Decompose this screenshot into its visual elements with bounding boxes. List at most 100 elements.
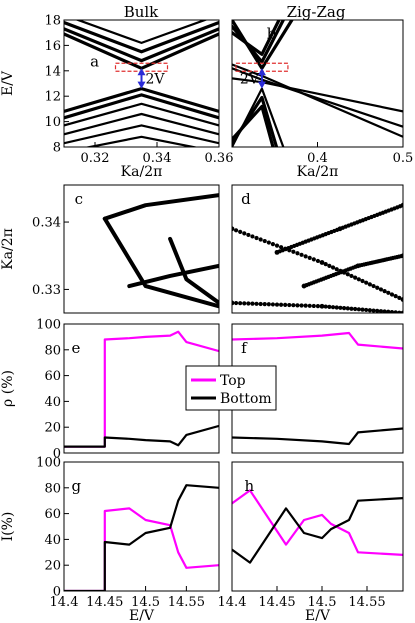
point-d-1-1-12 bbox=[278, 302, 284, 307]
data-point-d-3-0 bbox=[301, 283, 307, 289]
panel-e: 0 20 40 60 80 100 e ρ (%) bbox=[0, 318, 220, 462]
y-axis-label-e: ρ (%) bbox=[0, 370, 16, 407]
point-d-1-2-8 bbox=[349, 306, 354, 311]
series-line-f-1 bbox=[232, 427, 403, 446]
panel-a: 2V 0.32 0.34 0.36 8 10 12 14 16 18 a Ka/2π E/V bbox=[0, 14, 233, 181]
series-line-a-9 bbox=[84, 135, 199, 147]
point-d-1-1-10 bbox=[270, 302, 276, 307]
x-axis-label-h: E/V bbox=[305, 608, 331, 623]
panel-d: d bbox=[231, 184, 404, 314]
y-tick-label-g-4: 80 bbox=[44, 481, 61, 496]
y-tick-label-e-0: 0 bbox=[53, 447, 61, 462]
panel-label-c: c bbox=[75, 190, 83, 208]
x-tick-label-h-0: 14.4 bbox=[218, 595, 247, 610]
y-tick-label-g-5: 100 bbox=[36, 456, 61, 471]
point-d-0-2-17 bbox=[382, 289, 387, 294]
point-d-0-1-7 bbox=[258, 237, 263, 242]
x-axis-label-b: Ka/2π bbox=[297, 164, 339, 180]
point-d-0-2-8 bbox=[349, 273, 354, 279]
data-point-d-2-1 bbox=[337, 226, 343, 232]
point-d-1-1-2 bbox=[238, 301, 243, 306]
point-d-0-1-10 bbox=[270, 242, 276, 247]
data-point-d-0-1 bbox=[319, 260, 325, 265]
series-line-f-0 bbox=[232, 331, 403, 350]
point-d-0-2-10 bbox=[356, 277, 361, 282]
point-d-1-1-16 bbox=[295, 303, 300, 308]
point-d-0-1-16 bbox=[295, 251, 300, 256]
series-line-e-0 bbox=[64, 330, 219, 448]
panel-c: 0.33 0.34 c Ka/2π bbox=[0, 184, 220, 314]
point-d-1-2-17 bbox=[382, 309, 387, 313]
series-line-a-7 bbox=[64, 112, 219, 136]
series-line-b-2 bbox=[232, 20, 281, 56]
legend-label-0: Top bbox=[220, 373, 246, 389]
x-tick-label-h-2: 14.5 bbox=[308, 595, 337, 610]
y-axis-label-c: Ka/2π bbox=[0, 228, 16, 270]
panel-label-b: b bbox=[267, 25, 277, 43]
point-d-1-2-5 bbox=[338, 305, 343, 310]
point-d-1-1-14 bbox=[287, 302, 292, 308]
point-d-1-1-21 bbox=[315, 304, 321, 309]
point-d-1-2-18 bbox=[386, 309, 391, 313]
series-line-a-5 bbox=[64, 93, 219, 120]
series-line-c-0 bbox=[102, 193, 219, 221]
point-d-0-2-4 bbox=[334, 267, 339, 272]
data-point-d-0-2 bbox=[400, 297, 403, 302]
point-d-1-1-6 bbox=[254, 301, 259, 306]
x-tick-label-b-1: 0.5 bbox=[393, 151, 414, 166]
point-d-1-1-18 bbox=[303, 303, 308, 308]
point-d-1-1-11 bbox=[274, 302, 280, 307]
series-line-a-2 bbox=[64, 20, 219, 54]
point-d-1-1-9 bbox=[266, 302, 271, 307]
panel-frame-h bbox=[231, 461, 404, 592]
series-line-h-1 bbox=[232, 497, 403, 564]
point-d-0-1-18 bbox=[303, 254, 308, 259]
series-group bbox=[102, 193, 219, 309]
point-d-0-2-9 bbox=[353, 275, 358, 280]
x-axis-label-g: E/V bbox=[129, 608, 155, 623]
gap-label-b: 2V bbox=[240, 71, 260, 87]
point-d-0-1-3 bbox=[242, 231, 247, 236]
legend-box bbox=[185, 365, 277, 411]
series-group bbox=[64, 330, 219, 448]
point-d-1-1-1 bbox=[233, 300, 239, 306]
x-tick-label-g-1: 14.45 bbox=[86, 595, 123, 610]
point-d-0-1-5 bbox=[250, 234, 255, 239]
gap-label-a: 2V bbox=[146, 71, 166, 87]
data-point-d-2-0 bbox=[274, 249, 280, 255]
panel-frame-a bbox=[63, 19, 220, 148]
x-tick-label-a-2: 0.36 bbox=[205, 151, 234, 166]
series-line-a-8 bbox=[64, 124, 219, 145]
point-d-1-2-13 bbox=[367, 308, 372, 313]
panel-label-a: a bbox=[90, 53, 99, 71]
point-d-0-2-16 bbox=[378, 287, 384, 292]
series-line-g-0 bbox=[64, 507, 219, 591]
legend-label-1: Bottom bbox=[220, 391, 272, 407]
x-tick-label-a-1: 0.34 bbox=[143, 151, 172, 166]
data-point-d-0-0 bbox=[232, 226, 235, 232]
series-line-g-1 bbox=[64, 484, 219, 591]
point-d-1-2-4 bbox=[334, 305, 339, 310]
point-d-1-2-20 bbox=[393, 310, 398, 313]
y-tick-label-g-3: 60 bbox=[44, 507, 61, 522]
point-d-1-2-3 bbox=[330, 305, 336, 310]
point-d-0-2-20 bbox=[393, 294, 398, 299]
series-group bbox=[232, 489, 403, 564]
x-tick-label-g-0: 14.4 bbox=[50, 595, 79, 610]
panel-label-e: e bbox=[72, 339, 81, 357]
point-d-0-1-21 bbox=[315, 258, 321, 264]
point-d-0-1-19 bbox=[307, 255, 312, 260]
point-d-1-1-15 bbox=[291, 303, 296, 308]
y-tick-label-e-4: 80 bbox=[44, 343, 61, 358]
point-d-1-1-17 bbox=[299, 303, 304, 308]
panel-frame-d bbox=[231, 184, 404, 314]
point-d-1-2-7 bbox=[345, 306, 350, 311]
point-d-0-2-3 bbox=[330, 265, 336, 270]
x-tick-label-g-2: 14.5 bbox=[131, 595, 160, 610]
point-d-1-2-14 bbox=[371, 308, 376, 313]
point-d-0-2-21 bbox=[397, 295, 402, 300]
y-tick-label-a-3: 14 bbox=[44, 64, 61, 79]
point-d-1-2-21 bbox=[397, 310, 402, 313]
series-line-a-1 bbox=[64, 27, 219, 63]
point-d-1-2-1 bbox=[323, 304, 328, 309]
